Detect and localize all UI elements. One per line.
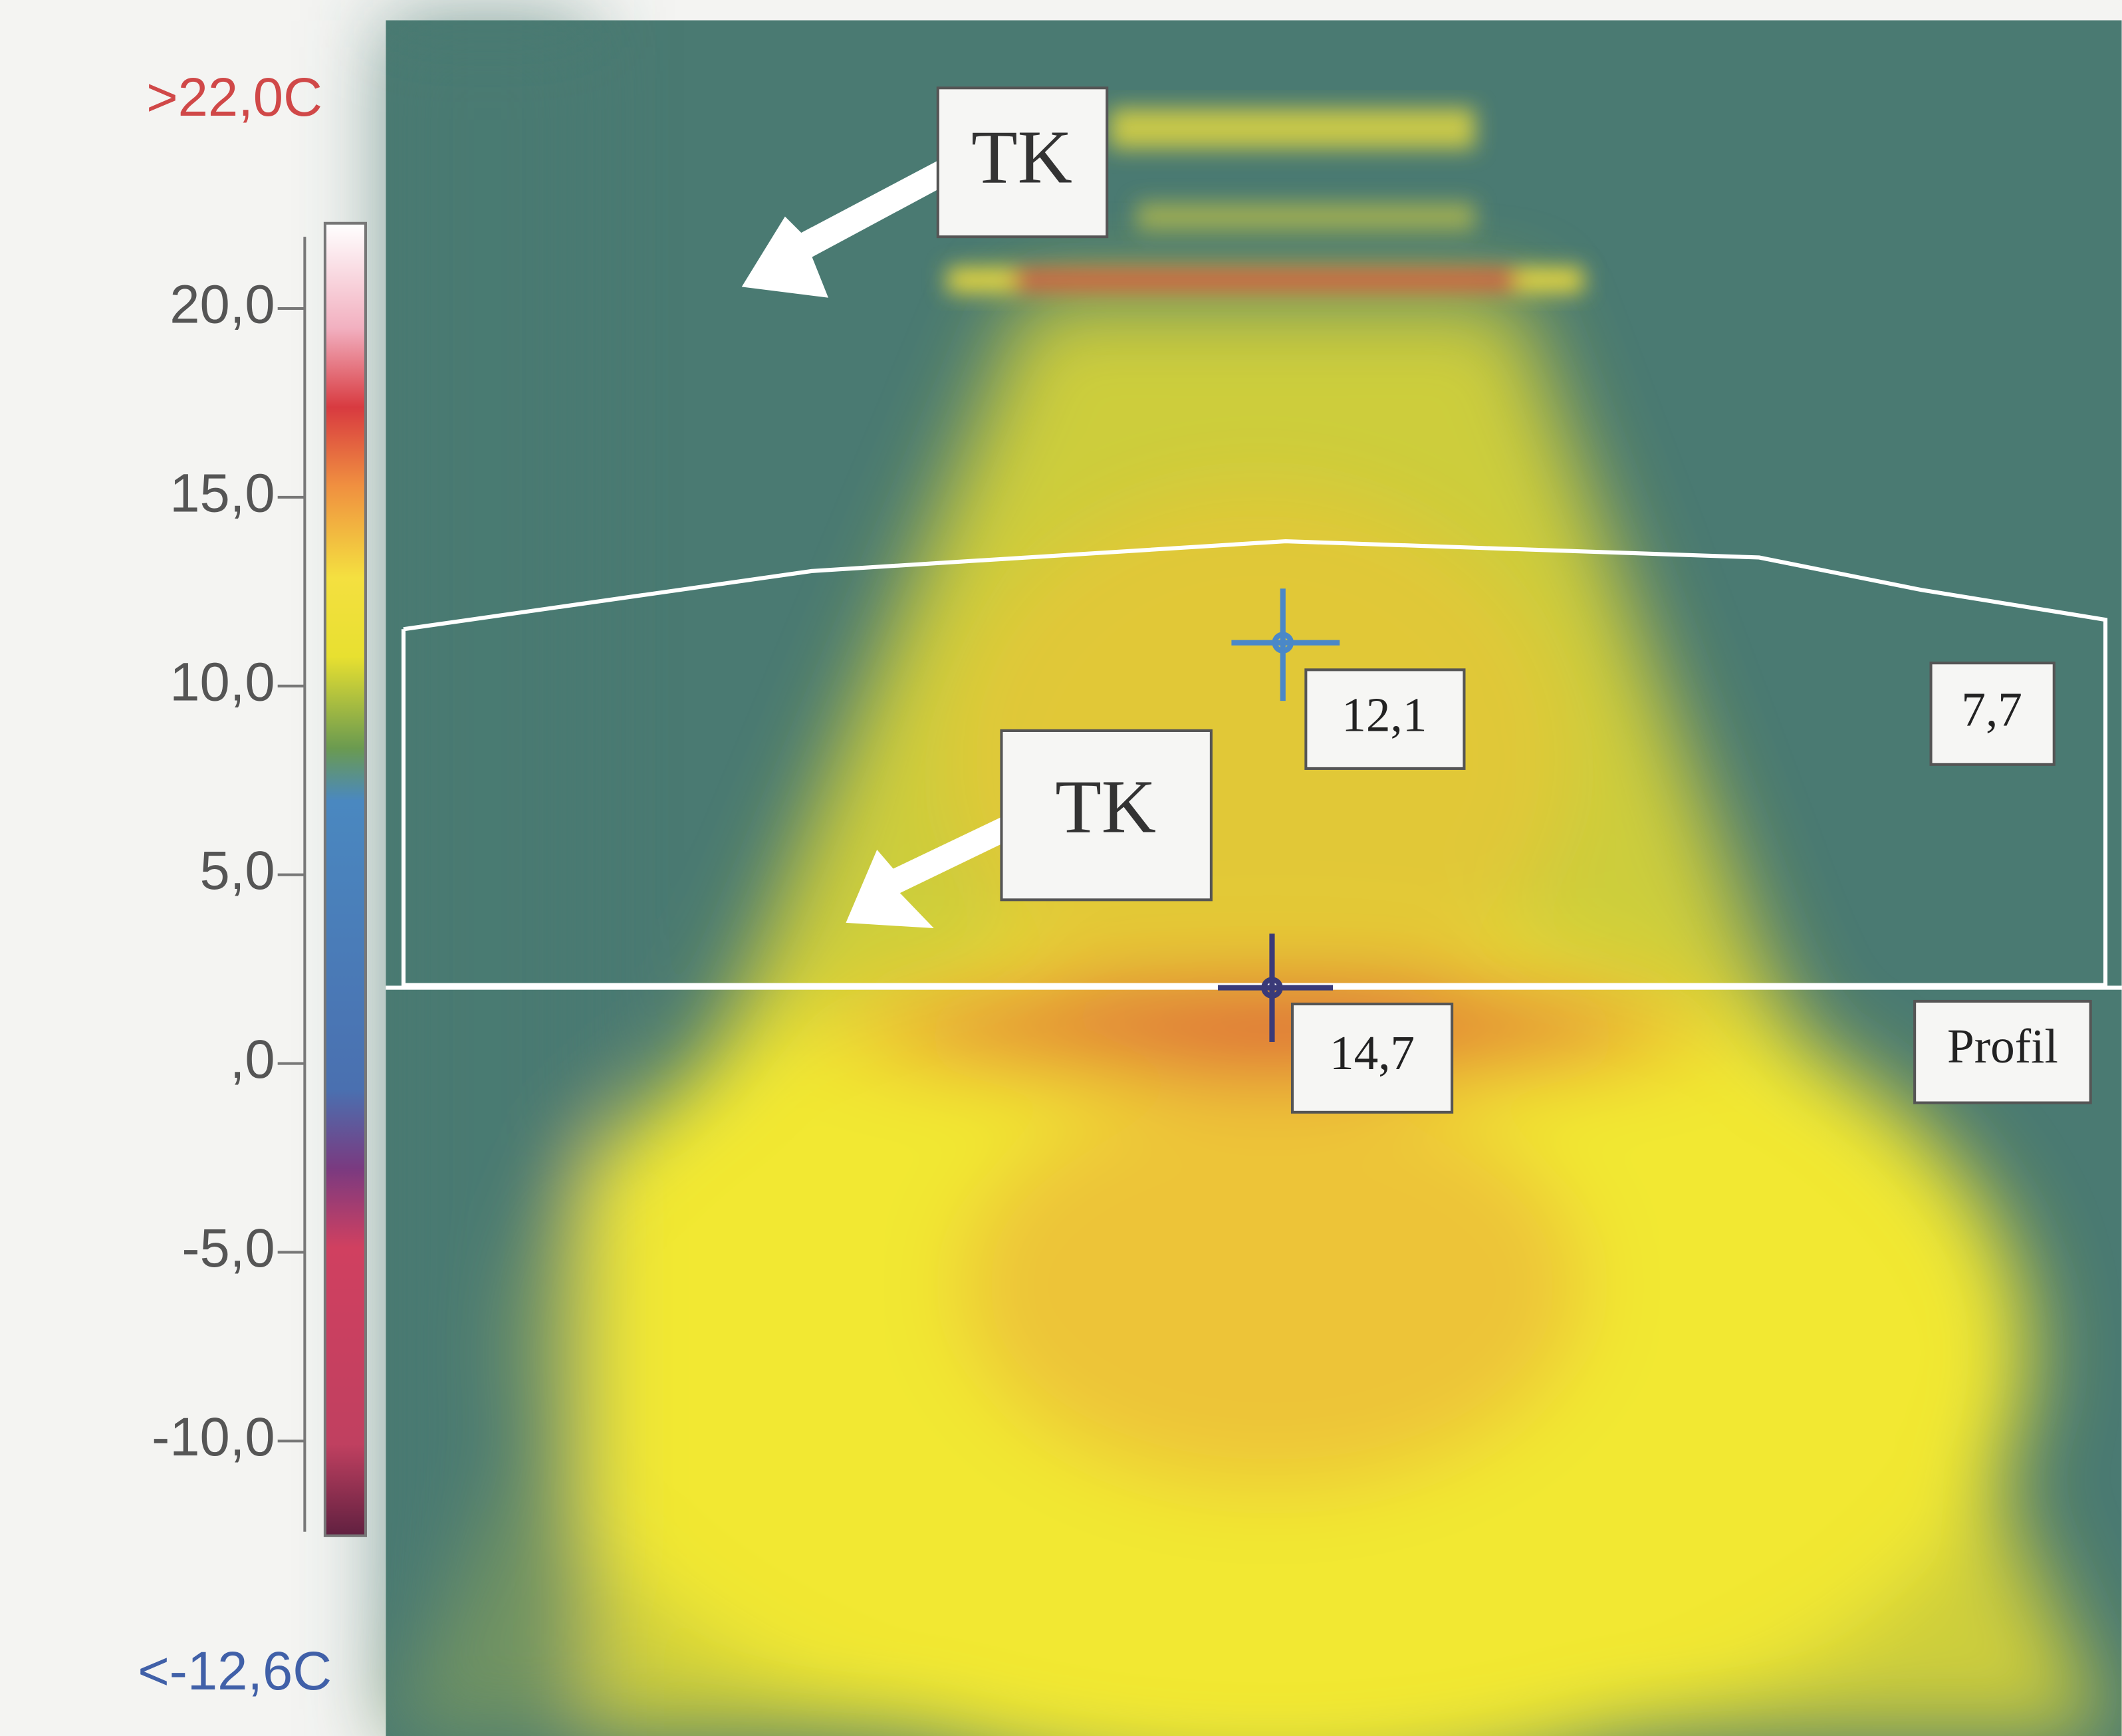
tick-label: 20,0: [170, 274, 275, 334]
color-scale: [303, 221, 368, 1537]
tick-label: -10,0: [152, 1407, 275, 1467]
thermal-image: [386, 20, 2122, 1736]
scale-ticks: 20,0 15,0 10,0 5,0 ,0 -5,0 -10,0: [152, 274, 305, 1467]
scale-min: <-12,6C: [138, 1641, 332, 1701]
spot-value: 14,7: [1330, 1026, 1415, 1080]
label: TK: [1055, 764, 1156, 848]
arrow: [741, 156, 1024, 929]
tick-label: 15,0: [170, 463, 275, 523]
crosshair: [1218, 933, 1334, 1043]
crosshair: [1231, 588, 1340, 701]
spot-value: 12,1: [1342, 687, 1427, 741]
label-box: [936, 86, 2092, 1114]
tick-label: -5,0: [181, 1218, 275, 1279]
tick-label: 10,0: [170, 652, 275, 712]
scale-max: >22,0C: [146, 67, 322, 128]
label: Profil: [1947, 1019, 2058, 1073]
label: TK: [971, 114, 1072, 199]
tick-label: 5,0: [199, 840, 275, 901]
spot-value: 7,7: [1961, 682, 2022, 736]
tick-label: ,0: [230, 1029, 275, 1090]
